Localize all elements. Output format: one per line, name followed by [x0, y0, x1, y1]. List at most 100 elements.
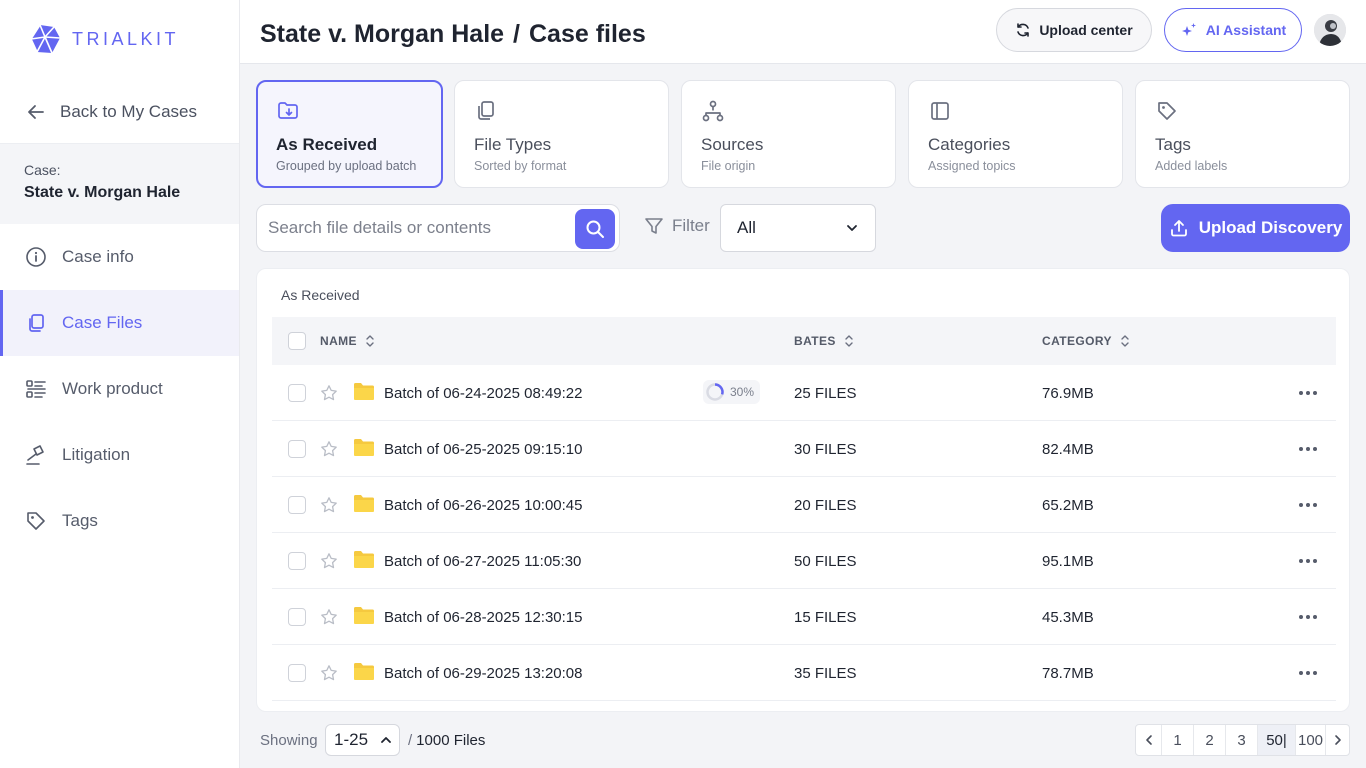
- star-icon[interactable]: [320, 496, 338, 514]
- sidebar-item-litigation[interactable]: Litigation: [0, 422, 239, 488]
- user-avatar[interactable]: [1314, 14, 1346, 46]
- brand-logo[interactable]: TRIALKIT: [28, 22, 179, 56]
- star-icon[interactable]: [320, 608, 338, 626]
- column-name[interactable]: NAME: [320, 317, 375, 365]
- logo-icon: [30, 24, 61, 54]
- view-title: Categories: [928, 135, 1011, 154]
- range-select[interactable]: 1-25: [325, 724, 400, 756]
- row-bates: 20 FILES: [794, 496, 857, 514]
- back-label: Back to My Cases: [60, 101, 197, 121]
- sort-icon: [1121, 335, 1129, 347]
- prev-page-button[interactable]: [1136, 725, 1162, 755]
- chevron-left-icon: [1145, 735, 1152, 745]
- view-subtitle: File origin: [701, 159, 756, 173]
- search-input[interactable]: [268, 205, 568, 251]
- page-button[interactable]: 100: [1296, 725, 1326, 755]
- row-checkbox[interactable]: [288, 384, 306, 402]
- view-subtitle: Assigned topics: [928, 159, 1016, 173]
- upload-center-label: Upload center: [1039, 22, 1133, 38]
- chevron-right-icon: [1334, 735, 1341, 745]
- star-icon[interactable]: [320, 664, 338, 682]
- sidebar-item-case-info[interactable]: Case info: [0, 224, 239, 290]
- row-more-button[interactable]: [1294, 607, 1322, 627]
- folder-download-icon: [278, 102, 298, 119]
- sidebar-item-label: Case Files: [62, 313, 143, 332]
- progress-value: 30%: [730, 385, 755, 399]
- page-button[interactable]: 1: [1162, 725, 1194, 755]
- sidebar-item-tags[interactable]: Tags: [0, 488, 239, 554]
- sparkle-icon: [1181, 23, 1196, 36]
- page-button[interactable]: 2: [1194, 725, 1226, 755]
- current-case: Case: State v. Morgan Hale: [0, 144, 239, 224]
- folder-icon: [354, 439, 374, 456]
- row-category: 82.4MB: [1042, 440, 1094, 458]
- row-checkbox[interactable]: [288, 496, 306, 514]
- folder-icon: [354, 663, 374, 680]
- table-row[interactable]: Batch of 06-25-2025 09:15:10 30 FILES 82…: [272, 421, 1336, 477]
- next-page-button[interactable]: [1326, 725, 1349, 755]
- row-checkbox[interactable]: [288, 552, 306, 570]
- sidebar-nav: Case info Case Files Work product Litiga…: [0, 224, 239, 554]
- row-checkbox[interactable]: [288, 440, 306, 458]
- sidebar-item-case-files[interactable]: Case Files: [0, 290, 239, 356]
- upload-center-button[interactable]: Upload center: [996, 8, 1152, 52]
- row-name: Batch of 06-27-2025 11:05:30: [384, 552, 582, 570]
- range-value: 1-25: [334, 730, 369, 749]
- table-row[interactable]: Batch of 06-29-2025 13:20:08 35 FILES 78…: [272, 645, 1336, 701]
- row-more-button[interactable]: [1294, 495, 1322, 515]
- row-bates: 50 FILES: [794, 552, 857, 570]
- page-button[interactable]: 3: [1226, 725, 1258, 755]
- star-icon[interactable]: [320, 384, 338, 402]
- view-subtitle: Added labels: [1155, 159, 1228, 173]
- copy-icon: [478, 101, 494, 120]
- upload-discovery-button[interactable]: Upload Discovery: [1161, 204, 1350, 252]
- pagination: 1 2 3 50| 100: [1135, 724, 1350, 756]
- page-button-active[interactable]: 50|: [1258, 725, 1296, 755]
- table-row[interactable]: Batch of 06-24-2025 08:49:22 30% 25 FILE…: [272, 365, 1336, 421]
- sitemap-icon: [702, 100, 724, 122]
- filter-label: Filter: [672, 216, 710, 235]
- sidebar-item-work-product[interactable]: Work product: [0, 356, 239, 422]
- row-checkbox[interactable]: [288, 608, 306, 626]
- view-sources[interactable]: Sources File origin: [681, 80, 896, 188]
- row-checkbox[interactable]: [288, 664, 306, 682]
- column-category[interactable]: CATEGORY: [1042, 317, 1130, 365]
- sidebar-item-label: Work product: [62, 379, 163, 398]
- row-name: Batch of 06-24-2025 08:49:22: [384, 384, 583, 402]
- back-to-cases-link[interactable]: Back to My Cases: [0, 80, 239, 144]
- files-icon: [24, 311, 48, 335]
- row-more-button[interactable]: [1294, 551, 1322, 571]
- view-title: As Received: [276, 135, 378, 154]
- star-icon[interactable]: [320, 440, 338, 458]
- view-title: File Types: [474, 135, 552, 154]
- row-more-button[interactable]: [1294, 663, 1322, 683]
- row-category: 76.9MB: [1042, 384, 1094, 402]
- row-more-button[interactable]: [1294, 439, 1322, 459]
- view-as-received[interactable]: As Received Grouped by upload batch: [256, 80, 443, 188]
- sidebar-item-label: Case info: [62, 247, 134, 266]
- select-all-checkbox[interactable]: [288, 332, 306, 350]
- star-icon[interactable]: [320, 552, 338, 570]
- view-title: Tags: [1155, 135, 1191, 154]
- row-more-button[interactable]: [1294, 383, 1322, 403]
- total-separator: /: [408, 731, 413, 749]
- case-name: State v. Morgan Hale: [24, 184, 181, 201]
- row-category: 45.3MB: [1042, 608, 1094, 626]
- filter-button[interactable]: Filter: [644, 216, 710, 236]
- table-row[interactable]: Batch of 06-27-2025 11:05:30 50 FILES 95…: [272, 533, 1336, 589]
- filter-select[interactable]: All: [720, 204, 876, 252]
- sidebar-item-label: Litigation: [62, 445, 131, 464]
- column-bates[interactable]: BATES: [794, 317, 854, 365]
- page-title: State v. Morgan Hale / Case files: [260, 20, 646, 49]
- sidebar-item-label: Tags: [62, 511, 98, 530]
- row-bates: 15 FILES: [794, 608, 857, 626]
- table-row[interactable]: Batch of 06-28-2025 12:30:15 15 FILES 45…: [272, 589, 1336, 645]
- search-button[interactable]: [575, 209, 615, 249]
- view-file-types[interactable]: File Types Sorted by format: [454, 80, 669, 188]
- view-tags[interactable]: Tags Added labels: [1135, 80, 1350, 188]
- table-row[interactable]: Batch of 06-26-2025 10:00:45 20 FILES 65…: [272, 477, 1336, 533]
- view-categories[interactable]: Categories Assigned topics: [908, 80, 1123, 188]
- row-bates: 30 FILES: [794, 440, 857, 458]
- ai-assistant-button[interactable]: AI Assistant: [1164, 8, 1302, 52]
- chevron-down-icon: [847, 225, 857, 231]
